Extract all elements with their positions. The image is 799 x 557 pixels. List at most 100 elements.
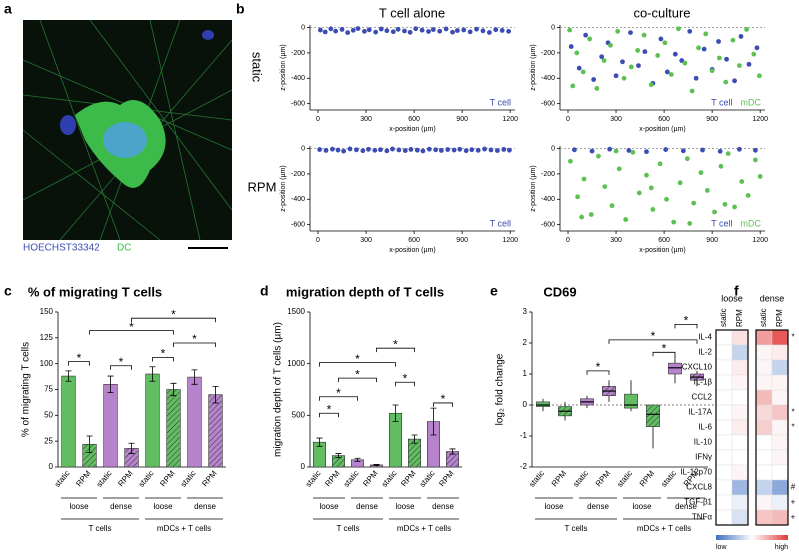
heat-cell <box>771 479 789 496</box>
x-tick-label: 900 <box>706 116 718 123</box>
row-label: CCL2 <box>692 393 713 402</box>
heat-cell <box>715 449 733 466</box>
x-tick-label: 0 <box>566 237 570 244</box>
x-tick-label: 600 <box>408 116 420 123</box>
significance-label: * <box>192 332 197 346</box>
x-tick-label: 300 <box>360 116 372 123</box>
heat-cell <box>771 359 789 376</box>
group-label: loose <box>544 502 564 511</box>
y-tick-label: -200 <box>291 50 305 57</box>
data-point <box>704 188 710 193</box>
data-point <box>644 172 649 178</box>
data-point <box>323 148 329 153</box>
data-point <box>480 28 486 34</box>
data-point <box>679 58 685 63</box>
y-tick-label: -200 <box>541 171 555 178</box>
data-point <box>621 75 627 81</box>
data-point <box>732 204 737 210</box>
colorbar <box>716 535 788 540</box>
group-label: loose <box>632 502 652 511</box>
data-point <box>488 147 494 153</box>
super-group-label: T cells <box>89 524 112 533</box>
significance-bracket <box>319 396 358 401</box>
x-tick-label: 0 <box>316 116 320 123</box>
error-bar <box>170 382 177 397</box>
data-point <box>395 26 401 32</box>
heat-cell <box>731 434 749 451</box>
x-tick-label: RPM <box>200 469 219 489</box>
heat-cell <box>715 494 733 511</box>
x-tick-label: 900 <box>456 237 468 244</box>
data-point <box>482 146 487 152</box>
data-point <box>663 147 669 152</box>
row-mark: # <box>791 483 796 492</box>
heat-cell <box>715 359 733 376</box>
data-point <box>413 26 419 32</box>
y-tick-label: 0 <box>301 462 306 471</box>
error-bar <box>392 404 399 422</box>
significance-bracket <box>152 357 174 362</box>
data-point <box>580 69 586 75</box>
row-label: IFNγ <box>695 453 712 462</box>
significance-bracket <box>586 370 610 375</box>
heat-cell <box>771 494 789 511</box>
data-point <box>384 28 390 34</box>
y-tick-label: 125 <box>40 333 54 342</box>
x-tick-label: 600 <box>408 237 420 244</box>
data-point <box>745 193 751 198</box>
y-tick-label: -400 <box>291 196 305 203</box>
data-point <box>668 72 674 77</box>
data-point <box>402 148 408 153</box>
data-point <box>757 174 763 179</box>
data-point <box>378 26 384 32</box>
bar <box>166 389 181 468</box>
data-point <box>756 73 762 79</box>
data-point <box>362 28 367 34</box>
data-point <box>687 28 693 34</box>
data-point <box>420 148 426 154</box>
data-point <box>701 46 707 52</box>
data-point <box>655 53 661 58</box>
data-point <box>373 29 379 35</box>
y-tick-label: -2 <box>520 462 528 471</box>
significance-label: * <box>336 386 341 400</box>
heat-cell <box>755 509 773 526</box>
group-label: dense <box>587 502 609 511</box>
x-tick-label: 900 <box>706 237 718 244</box>
legend-label: T cell <box>490 97 511 107</box>
data-point <box>620 59 625 65</box>
column-label: RPM <box>735 309 744 327</box>
y-tick-label: 0 <box>551 24 555 31</box>
row-label: IL-2 <box>698 348 712 357</box>
box <box>646 404 660 428</box>
data-point <box>696 45 701 51</box>
error-bar <box>107 375 114 393</box>
x-tick-label: static <box>304 469 323 489</box>
significance-label: * <box>327 402 332 416</box>
data-point <box>648 185 654 191</box>
heat-cell <box>755 449 773 466</box>
x-tick-label: RPM <box>399 469 418 489</box>
data-point <box>630 149 636 155</box>
row-mark: + <box>791 498 796 507</box>
data-point <box>732 78 737 84</box>
legend-label: mDC <box>741 218 762 228</box>
data-point <box>451 147 457 153</box>
data-point <box>664 196 669 202</box>
bar <box>145 373 160 468</box>
error-bar <box>335 453 342 459</box>
group-label: loose <box>69 502 89 511</box>
significance-bracket <box>338 377 377 383</box>
y-tick-label: -600 <box>291 101 305 108</box>
row-title: RPM <box>248 179 277 194</box>
data-point <box>716 39 721 44</box>
heat-cell <box>771 419 789 436</box>
data-point <box>445 147 451 152</box>
data-point <box>752 157 758 163</box>
error-bar <box>354 457 361 462</box>
y-tick-label: -200 <box>291 171 305 178</box>
heat-cell <box>715 374 733 391</box>
row-label: IL-12p70 <box>680 468 712 477</box>
data-point <box>736 63 742 68</box>
data-point <box>463 148 469 154</box>
